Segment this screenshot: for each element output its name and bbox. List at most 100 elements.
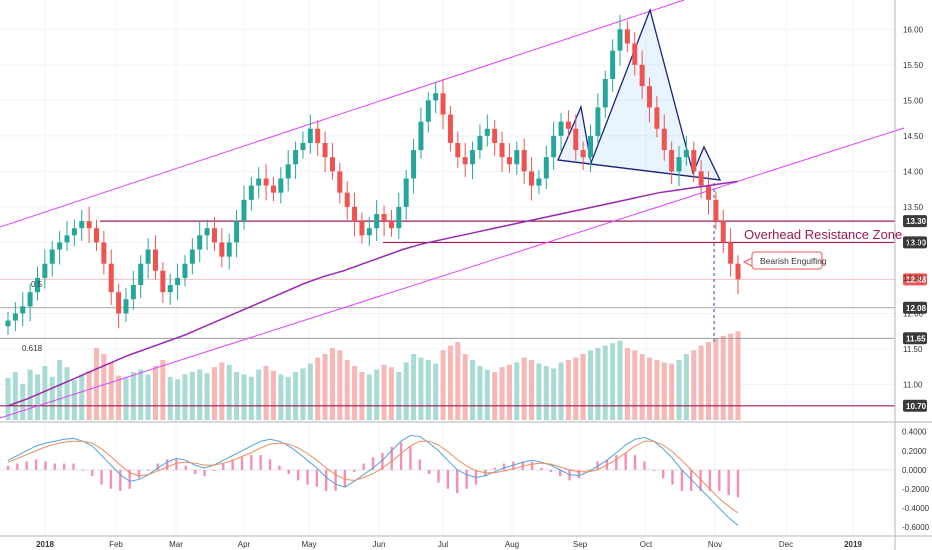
volume-bar: [211, 367, 217, 420]
volume-bar: [654, 360, 660, 420]
candle-body: [211, 228, 217, 243]
candlesticks[interactable]: [5, 15, 741, 335]
candle-body: [234, 221, 240, 243]
volume-bar: [366, 374, 372, 420]
moving-average: [7, 180, 739, 407]
candle-body: [204, 228, 210, 236]
macd-histogram-bar: [558, 469, 562, 477]
time-tick-label: Oct: [640, 540, 653, 549]
volume-bar: [175, 379, 181, 420]
candle-body: [403, 178, 409, 207]
volume-bar: [514, 362, 520, 420]
volume-bar: [558, 362, 564, 420]
macd-histogram-bar: [175, 459, 178, 470]
macd-histogram-bar: [203, 469, 206, 477]
candle-body: [728, 242, 734, 264]
bearish-engulfing-callout[interactable]: Bearish Engulfing: [742, 251, 827, 270]
volume-bar: [182, 374, 188, 420]
time-tick-label: 2018: [36, 540, 54, 549]
price-tick-label: 13.00: [903, 238, 924, 247]
volume-bar: [676, 360, 682, 420]
volume-bar: [322, 354, 328, 420]
candle-body: [27, 292, 33, 307]
volume-bar: [101, 354, 107, 420]
candle-body: [145, 249, 151, 264]
volume-bar: [580, 354, 586, 420]
macd-histogram-bar: [390, 446, 393, 470]
candle-body: [71, 228, 77, 236]
candle-body: [543, 157, 549, 179]
macd-histogram-bar: [72, 463, 75, 470]
macd-histogram-bar: [736, 469, 740, 498]
macd-histogram-bar: [91, 469, 94, 477]
candle-body: [108, 263, 114, 293]
volume-bar: [123, 378, 129, 420]
macd-histogram-bar: [661, 469, 665, 479]
macd-histogram-bar: [287, 469, 290, 475]
price-tag: [903, 301, 927, 314]
candle-body: [219, 242, 225, 257]
signal-line: [7, 440, 739, 514]
candle-body: [661, 128, 667, 151]
candle-body: [720, 221, 726, 243]
time-tick-label: Mar: [169, 540, 183, 549]
time-tick-label: Jun: [373, 540, 386, 549]
candle-body: [521, 150, 527, 172]
candle-body: [470, 150, 476, 165]
candle-body: [595, 107, 601, 136]
time-tick-label: Sep: [573, 540, 588, 549]
volume-bar: [300, 368, 306, 420]
time-tick-label: Nov: [708, 540, 722, 549]
volume-bar: [57, 360, 63, 420]
volume-bar: [595, 348, 601, 420]
candle-body: [669, 150, 675, 172]
volume-bar: [462, 354, 468, 420]
candle-body: [654, 107, 660, 129]
volume-bar: [661, 362, 667, 420]
macd-histogram-bar: [34, 459, 38, 470]
macd-histogram-bar: [437, 469, 440, 483]
macd-histogram-bar: [184, 465, 188, 470]
candle-body: [388, 221, 394, 229]
candle-body: [411, 150, 417, 179]
candle-body: [182, 263, 188, 278]
candle-body: [130, 285, 136, 300]
volume-bar: [307, 363, 313, 420]
volume-bar: [374, 369, 380, 420]
macd-histogram-bar: [652, 469, 655, 471]
macd-tick-label: 0.4000: [902, 428, 927, 437]
candle-body: [101, 242, 107, 264]
price-tick-label: 14.50: [903, 132, 924, 141]
macd-histogram-bar: [456, 469, 459, 494]
neckline: [557, 159, 721, 181]
volume-bar: [418, 357, 424, 420]
volume-bar: [34, 374, 40, 420]
volume-bar: [543, 366, 549, 420]
candle-body: [93, 228, 99, 243]
candle-body: [20, 306, 26, 314]
volume-bar: [359, 372, 365, 420]
macd-histogram-bar: [446, 469, 450, 489]
volume-bar: [447, 345, 453, 420]
macd-histogram-bar: [409, 446, 412, 470]
volume-bar: [278, 374, 284, 420]
candle-body: [602, 79, 608, 108]
volume-bar: [234, 372, 240, 420]
macd-histogram-bar: [530, 461, 534, 470]
candle-body: [706, 185, 712, 200]
candle-body: [683, 150, 689, 158]
candle-body: [241, 199, 247, 222]
macd-histogram-bar: [727, 469, 730, 496]
candle-body: [735, 263, 741, 280]
volume-bar: [492, 372, 498, 420]
macd-panel[interactable]: [0, 434, 895, 526]
volume-bar: [204, 373, 210, 420]
time-tick-label: Apr: [238, 540, 251, 549]
volume-bar: [588, 350, 594, 420]
volume-bar: [455, 342, 461, 420]
volume-bar: [565, 360, 571, 420]
macd-histogram-bar: [418, 459, 421, 470]
candle-body: [580, 150, 586, 158]
macd-histogram-bar: [708, 469, 712, 491]
